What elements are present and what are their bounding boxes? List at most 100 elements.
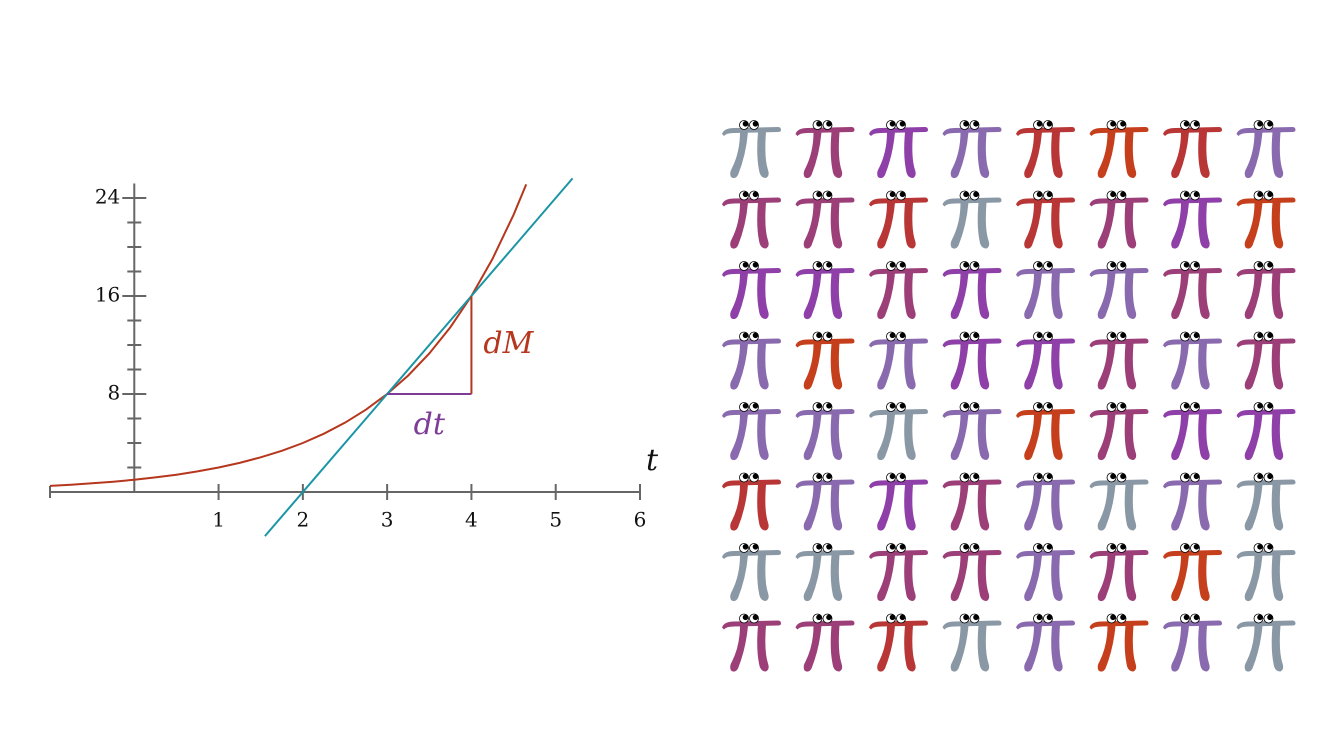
pi-pupil [1267, 262, 1273, 268]
pi-creature [795, 261, 855, 320]
pi-left-leg [950, 202, 969, 249]
pi-pupil [1193, 191, 1200, 198]
pi-pupil [973, 473, 979, 480]
pi-bar [795, 479, 855, 489]
pi-right-leg [757, 625, 769, 672]
pi-left-leg [1024, 414, 1042, 461]
pi-pupil [1267, 121, 1273, 127]
pi-left-leg [1097, 625, 1116, 672]
pi-bar [1089, 268, 1149, 277]
pi-right-leg [977, 343, 990, 390]
pi-pupil [816, 332, 822, 339]
pi-pupil [1120, 614, 1126, 621]
pi-creature [1089, 472, 1149, 531]
pi-pupil [752, 191, 759, 198]
pi-pupil [1046, 403, 1053, 409]
pi-bar [795, 338, 855, 348]
pi-pupil [816, 191, 822, 198]
pi-right-leg [830, 484, 843, 531]
pi-pupil [826, 473, 832, 480]
pi-right-leg [977, 202, 990, 249]
pi-left-leg [730, 625, 748, 672]
pi-right-leg [1051, 484, 1063, 531]
pi-left-leg [730, 132, 748, 179]
pi-pupil [1183, 403, 1190, 409]
pi-left-leg [950, 625, 969, 672]
pi-bar [942, 409, 1002, 418]
pi-pupil [889, 191, 896, 198]
pi-creature [1163, 190, 1222, 249]
pi-right-leg [904, 555, 916, 601]
pi-right-leg [1124, 132, 1137, 178]
pi-pupil [1257, 262, 1263, 268]
pi-bar [1163, 268, 1222, 277]
pi-creature [722, 613, 781, 672]
pi-left-leg [877, 132, 895, 179]
pi-pupil [963, 614, 969, 621]
pi-left-leg [1244, 484, 1263, 531]
pi-left-leg [1171, 343, 1189, 390]
pi-creature [722, 402, 781, 461]
pi-creature [795, 120, 855, 179]
pi-pupil [963, 332, 969, 339]
pi-bar [1089, 197, 1149, 207]
pi-right-leg [757, 202, 769, 249]
pi-creature [795, 402, 855, 461]
pi-creature [942, 331, 1002, 390]
pi-left-leg [1097, 273, 1116, 320]
pi-pupil [1036, 473, 1043, 480]
pi-creature [1163, 613, 1222, 672]
pi-pupil [889, 332, 896, 339]
pi-pupil [742, 332, 749, 339]
pi-right-leg [1271, 414, 1284, 460]
pi-creature [942, 261, 1002, 320]
curve [264, 177, 574, 537]
pi-pupil [1193, 262, 1200, 268]
pi-bar [869, 127, 928, 136]
pi-pupil [1183, 332, 1190, 339]
pi-bar [1163, 479, 1222, 489]
x-tick-label: 6 [634, 508, 647, 532]
pi-pupil [752, 403, 759, 409]
pi-left-leg [1171, 132, 1189, 179]
pi-creature [869, 331, 928, 390]
pi-pupil [752, 614, 759, 621]
pi-left-leg [1024, 202, 1042, 249]
pi-right-leg [904, 414, 916, 460]
pi-pupil [816, 614, 822, 621]
pi-left-leg [803, 132, 822, 179]
pi-right-leg [1124, 414, 1137, 460]
pi-bar [795, 268, 855, 277]
pi-left-leg [730, 343, 748, 390]
pi-bar [795, 620, 855, 630]
pi-right-leg [830, 343, 843, 390]
pi-pupil [1110, 614, 1116, 621]
pi-bar [1016, 620, 1075, 630]
pi-creature [942, 613, 1002, 672]
pi-pupil [1267, 403, 1273, 409]
pi-left-leg [803, 273, 822, 320]
pi-pupil [1046, 473, 1053, 480]
pi-right-leg [904, 625, 916, 672]
pi-right-leg [1198, 484, 1210, 531]
pi-pupil [1183, 473, 1190, 480]
pi-pupil [899, 403, 906, 409]
pi-right-leg [1124, 343, 1137, 390]
pi-pupil [973, 262, 979, 268]
pi-creature [1089, 261, 1149, 320]
pi-creature [795, 190, 855, 249]
pi-creature [1163, 543, 1222, 602]
pi-left-leg [1171, 625, 1189, 672]
pi-creature [722, 472, 781, 531]
pi-creature [722, 190, 781, 249]
pi-pupil [1193, 332, 1200, 339]
x-tick-label: 3 [381, 508, 394, 532]
pi-right-leg [1124, 625, 1137, 672]
pi-right-leg [1198, 202, 1210, 249]
pi-creature [1236, 331, 1296, 390]
pi-left-leg [803, 202, 822, 249]
pi-right-leg [977, 484, 990, 531]
pi-creature [722, 543, 781, 602]
pi-pupil [752, 332, 759, 339]
pi-right-leg [1051, 414, 1063, 460]
